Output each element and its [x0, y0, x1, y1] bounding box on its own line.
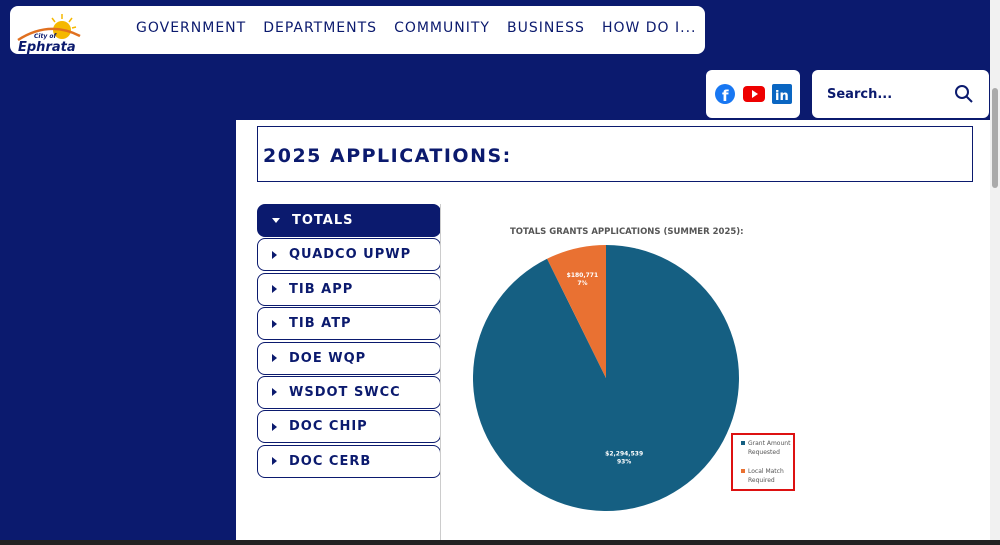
tab-label: DOC CHIP	[289, 419, 368, 435]
legend-label: Grant Amount Requested	[748, 440, 791, 456]
social-links: f in	[706, 70, 800, 118]
site-header: City of Ephrata GOVERNMENT DEPARTMENTS C…	[0, 0, 990, 120]
slice-data-label: 93%	[617, 459, 631, 466]
tab-doe-wqp[interactable]: DOE WQP	[257, 341, 441, 375]
chart-title: TOTALS GRANTS APPLICATIONS (SUMMER 2025)…	[510, 227, 744, 237]
nav-business[interactable]: BUSINESS	[506, 20, 585, 36]
page-title: 2025 APPLICATIONS:	[263, 145, 512, 167]
scrollbar[interactable]	[990, 0, 1000, 540]
legend-swatch	[741, 469, 745, 473]
facebook-icon[interactable]: f	[714, 83, 736, 105]
bottom-bar	[0, 540, 1000, 545]
tab-tib-atp[interactable]: TIB ATP	[257, 307, 441, 341]
chart-legend: Grant Amount Requested Local Match Requi…	[731, 433, 795, 491]
main-content: 2025 APPLICATIONS: TOTALS QUADCO UPWP TI…	[236, 120, 990, 540]
slice-data-label: $180,771	[567, 272, 599, 279]
tab-label: DOE WQP	[289, 350, 367, 366]
youtube-icon[interactable]	[742, 86, 765, 102]
tab-list: TOTALS QUADCO UPWP TIB APP TIB ATP DOE W…	[257, 204, 441, 479]
search-icon[interactable]	[954, 84, 974, 104]
slice-data-label: 7%	[577, 280, 587, 287]
tab-tib-app[interactable]: TIB APP	[257, 272, 441, 306]
legend-label: Local Match Required	[748, 468, 784, 484]
tab-label: QUADCO UPWP	[289, 247, 412, 263]
tab-label: TIB ATP	[289, 316, 352, 332]
pie-slice[interactable]	[547, 245, 606, 378]
tab-label: DOC CERB	[289, 453, 372, 469]
main-nav: GOVERNMENT DEPARTMENTS COMMUNITY BUSINES…	[136, 20, 697, 36]
scrollbar-thumb[interactable]	[992, 88, 998, 188]
caret-right-icon	[272, 457, 277, 466]
page-title-box: 2025 APPLICATIONS:	[257, 126, 973, 182]
slice-data-label: $2,294,539	[605, 451, 643, 458]
caret-right-icon	[272, 354, 277, 363]
nav-community[interactable]: COMMUNITY	[394, 20, 490, 36]
legend-swatch	[741, 441, 745, 445]
linkedin-icon[interactable]: in	[772, 84, 793, 104]
caret-right-icon	[272, 250, 277, 259]
tab-doc-cerb[interactable]: DOC CERB	[257, 444, 441, 478]
legend-item-match: Local Match Required	[741, 467, 793, 485]
tab-quadco-upwp[interactable]: QUADCO UPWP	[257, 238, 441, 272]
caret-right-icon	[272, 388, 277, 397]
caret-right-icon	[272, 285, 277, 294]
divider	[440, 204, 441, 540]
search-box[interactable]: Search...	[812, 70, 989, 118]
search-input[interactable]: Search...	[827, 87, 893, 102]
tab-wsdot-swcc[interactable]: WSDOT SWCC	[257, 375, 441, 409]
svg-text:Ephrata: Ephrata	[18, 40, 76, 54]
nav-departments[interactable]: DEPARTMENTS	[263, 20, 378, 36]
svg-text:City of: City of	[34, 33, 57, 40]
tab-label: WSDOT SWCC	[289, 384, 401, 400]
caret-down-icon	[272, 218, 280, 223]
city-logo[interactable]: City of Ephrata	[14, 10, 84, 54]
svg-text:f: f	[722, 87, 729, 105]
caret-right-icon	[272, 422, 277, 431]
nav-bar: City of Ephrata GOVERNMENT DEPARTMENTS C…	[10, 6, 705, 54]
tab-doc-chip[interactable]: DOC CHIP	[257, 410, 441, 444]
tab-totals[interactable]: TOTALS	[257, 204, 441, 237]
nav-government[interactable]: GOVERNMENT	[136, 20, 247, 36]
caret-right-icon	[272, 319, 277, 328]
svg-text:in: in	[775, 89, 789, 104]
tab-label: TOTALS	[292, 213, 354, 228]
tab-label: TIB APP	[289, 281, 354, 297]
nav-how-do-i[interactable]: HOW DO I...	[601, 20, 697, 36]
legend-item-grant: Grant Amount Requested	[741, 439, 793, 457]
